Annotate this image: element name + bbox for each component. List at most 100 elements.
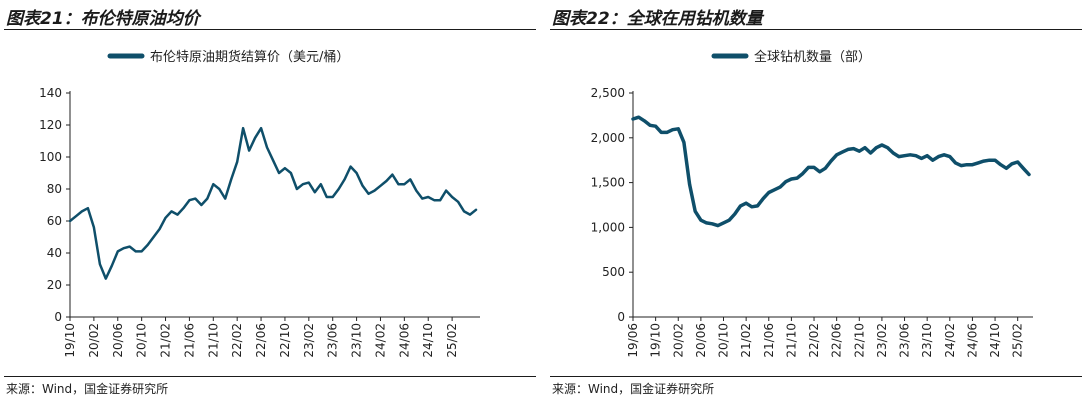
data-point <box>683 141 685 144</box>
data-point <box>700 219 702 221</box>
x-tick-label: 19/10 <box>63 323 77 358</box>
y-tick-label: 140 <box>39 86 62 100</box>
data-point <box>711 223 713 225</box>
data-point <box>773 189 776 191</box>
x-tick-label: 22/06 <box>254 323 268 358</box>
data-point <box>881 144 883 146</box>
data-point <box>343 178 346 181</box>
y-tick-label: 500 <box>602 265 625 279</box>
data-point <box>790 178 793 180</box>
data-point <box>869 152 872 154</box>
y-tick-label: 60 <box>47 214 62 228</box>
data-point <box>248 149 250 152</box>
data-point <box>1005 167 1008 170</box>
data-point <box>463 210 465 213</box>
data-point <box>111 265 113 267</box>
data-point <box>105 277 107 280</box>
data-point <box>325 196 328 198</box>
data-point <box>367 193 370 195</box>
data-point <box>308 181 310 184</box>
data-point <box>278 172 280 174</box>
x-tick-label: 24/02 <box>373 323 387 358</box>
legend-label: 布伦特原油期货结算价（美元/桶） <box>150 49 349 65</box>
x-tick-label: 20/10 <box>135 323 149 358</box>
x-tick-label: 24/10 <box>421 323 435 358</box>
data-point <box>373 189 376 192</box>
x-tick-label: 21/10 <box>784 323 798 358</box>
data-point <box>762 197 764 200</box>
y-tick-label: 20 <box>47 278 62 292</box>
data-point <box>898 155 900 158</box>
data-point <box>813 166 815 169</box>
data-point <box>932 159 934 161</box>
data-point <box>717 224 719 227</box>
data-point <box>768 191 770 194</box>
x-tick-label: 24/02 <box>943 323 957 358</box>
data-point <box>212 183 215 185</box>
data-point <box>734 213 736 215</box>
data-point <box>966 163 968 166</box>
x-tick-label: 20/02 <box>87 323 101 358</box>
data-point <box>158 228 161 230</box>
data-point <box>994 159 996 161</box>
x-tick-label: 23/10 <box>350 323 364 358</box>
data-point <box>469 213 471 216</box>
data-point <box>403 183 406 185</box>
legend: 布伦特原油期货结算价（美元/桶） <box>107 49 349 65</box>
data-point <box>337 188 340 190</box>
data-point <box>982 160 985 162</box>
data-point <box>81 210 83 213</box>
data-point <box>649 124 651 127</box>
figure-title: 图表21：布伦特原油均价 <box>6 9 200 29</box>
x-tick-label: 20/10 <box>717 323 731 358</box>
data-point <box>152 236 155 238</box>
x-tick-label: 24/10 <box>988 323 1002 358</box>
x-tick-label: 20/02 <box>671 323 685 358</box>
data-point <box>194 197 197 200</box>
data-point <box>654 125 657 127</box>
series-line <box>631 115 1031 228</box>
data-point <box>852 147 855 150</box>
data-point <box>242 127 244 129</box>
data-point <box>801 172 804 175</box>
x-tick-label: 19/10 <box>649 323 663 358</box>
data-point <box>164 217 167 219</box>
data-point <box>331 196 334 198</box>
x-tick-label: 22/02 <box>230 323 244 358</box>
figure-title: 图表22：全球在用钻机数量 <box>552 9 763 29</box>
data-point <box>671 128 674 131</box>
x-tick-label: 19/06 <box>626 323 640 358</box>
data-point <box>915 154 917 157</box>
y-tick-label: 100 <box>39 150 62 164</box>
data-point <box>705 222 708 224</box>
data-point <box>864 146 866 149</box>
data-point <box>260 127 262 129</box>
y-tick-label: 1,000 <box>591 220 625 234</box>
data-point <box>409 178 412 181</box>
data-point <box>830 160 832 162</box>
legend: 全球钻机数量（部） <box>711 49 871 65</box>
data-point <box>751 206 753 208</box>
y-tick-label: 1,500 <box>591 176 625 190</box>
data-point <box>977 162 979 164</box>
data-point <box>69 220 71 222</box>
data-point <box>254 137 256 139</box>
data-point <box>272 159 274 161</box>
data-point <box>920 157 923 160</box>
title-divider <box>4 29 536 30</box>
data-point <box>266 146 268 149</box>
data-point <box>188 199 191 201</box>
y-tick-label: 120 <box>39 118 62 132</box>
data-point <box>218 188 221 190</box>
data-point <box>93 226 95 229</box>
x-tick-label: 23/06 <box>898 323 912 358</box>
data-point <box>999 163 1002 166</box>
x-tick-label: 21/06 <box>762 323 776 358</box>
x-tick-label: 25/02 <box>445 323 459 358</box>
data-point <box>445 189 447 192</box>
data-point <box>1028 173 1030 176</box>
data-point <box>841 151 844 153</box>
data-point <box>415 189 418 192</box>
data-point <box>660 131 663 134</box>
data-point <box>926 154 928 157</box>
